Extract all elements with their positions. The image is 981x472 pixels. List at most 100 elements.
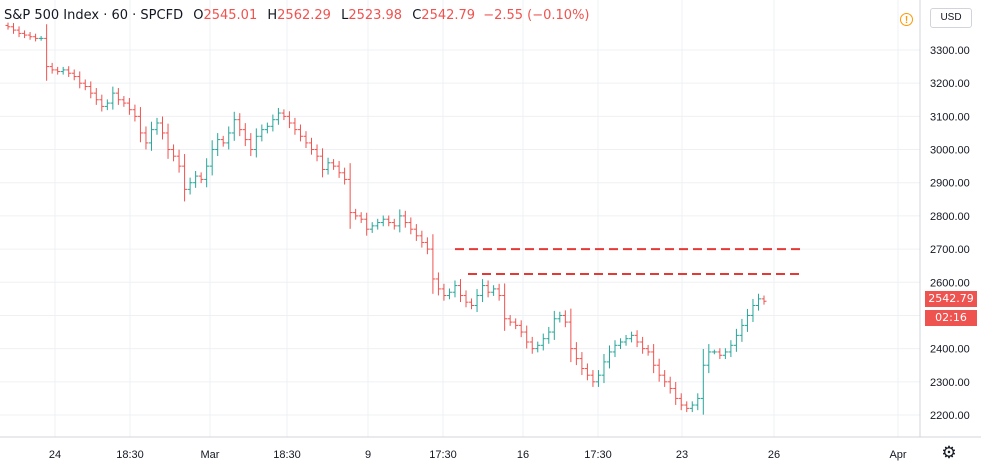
ohlc-bar bbox=[121, 96, 127, 107]
ohlc-bar bbox=[419, 230, 425, 248]
ohlc-bar bbox=[634, 330, 640, 348]
ohlc-bar bbox=[99, 94, 105, 112]
ohlc-bar bbox=[66, 66, 72, 77]
ohlc-bar bbox=[353, 208, 359, 220]
x-tick-label: 16 bbox=[517, 449, 529, 461]
ohlc-bar bbox=[606, 345, 612, 369]
x-tick-label: 23 bbox=[676, 449, 688, 461]
ohlc-bar bbox=[33, 33, 39, 42]
y-tick-label: 2400.00 bbox=[930, 344, 970, 356]
currency-selector[interactable]: USD bbox=[930, 8, 972, 28]
ohlc-bar bbox=[618, 338, 624, 350]
ohlc-bar bbox=[700, 348, 706, 415]
ohlc-bar bbox=[424, 237, 430, 255]
ohlc-bar bbox=[209, 140, 215, 176]
ohlc-bar bbox=[546, 326, 552, 344]
ohlc-bar bbox=[496, 283, 502, 301]
gear-icon[interactable]: ⚙ bbox=[941, 443, 957, 462]
ohlc-bar bbox=[176, 149, 182, 173]
ohlc-bar bbox=[60, 66, 66, 75]
ohlc-bar bbox=[231, 111, 237, 141]
ohlc-bar bbox=[678, 393, 684, 411]
ohlc-bar bbox=[480, 279, 486, 303]
ohlc-bar bbox=[115, 88, 121, 105]
ohlc-bar bbox=[342, 167, 348, 185]
y-tick-label: 2300.00 bbox=[930, 377, 970, 389]
ohlc-bar bbox=[507, 315, 513, 326]
ohlc-bar bbox=[651, 344, 657, 374]
ohlc-bar bbox=[535, 341, 541, 353]
y-tick-label: 2700.00 bbox=[930, 244, 970, 256]
ohlc-bar bbox=[706, 344, 712, 374]
ohlc-bar bbox=[557, 311, 563, 323]
ohlc-bar bbox=[220, 135, 226, 147]
ohlc-bar bbox=[204, 158, 210, 188]
ohlc-bar bbox=[77, 71, 83, 89]
ohlc-bar bbox=[590, 370, 596, 387]
ohlc-bar bbox=[215, 133, 221, 157]
ohlc-bar bbox=[568, 308, 574, 363]
ohlc-bar bbox=[281, 109, 287, 121]
ohlc-bar bbox=[49, 62, 55, 74]
last-price-tag: 2542.79 bbox=[925, 291, 977, 307]
ohlc-bar bbox=[303, 131, 309, 149]
ohlc-bar bbox=[104, 99, 110, 111]
ohlc-bar bbox=[336, 161, 342, 178]
ohlc-bar bbox=[380, 215, 386, 227]
ohlc-bar bbox=[397, 209, 403, 233]
y-tick-label: 2800.00 bbox=[930, 211, 970, 223]
ohlc-bar bbox=[645, 344, 651, 356]
ohlc-bar bbox=[275, 107, 281, 125]
ohlc-bar bbox=[160, 116, 166, 140]
ohlc-bar bbox=[457, 279, 463, 303]
ohlc-bar bbox=[518, 320, 524, 338]
y-tick-label: 2600.00 bbox=[930, 277, 970, 289]
ohlc-bar bbox=[463, 290, 469, 308]
ohlc-bar bbox=[165, 123, 171, 159]
ohlc-bar bbox=[485, 280, 491, 298]
ohlc-bar bbox=[16, 26, 22, 38]
symbol-legend: S&P 500 Index · 60 · SPCFD O2545.01 H256… bbox=[4, 8, 590, 23]
ohlc-bar bbox=[513, 318, 519, 330]
low-value: 2523.98 bbox=[348, 8, 403, 23]
symbol-title[interactable]: S&P 500 Index · 60 · SPCFD bbox=[4, 8, 184, 23]
ohlc-bar bbox=[193, 170, 199, 188]
x-tick-label: 9 bbox=[365, 449, 371, 461]
price-axis[interactable]: 2200.002300.002400.002500.002600.002700.… bbox=[930, 45, 970, 422]
ohlc-bar bbox=[358, 212, 364, 223]
ohlc-bar bbox=[286, 111, 292, 129]
ohlc-bar bbox=[695, 393, 701, 411]
ohlc-bar bbox=[126, 97, 132, 115]
ohlc-bar bbox=[369, 222, 375, 233]
ohlc-bar bbox=[182, 154, 188, 202]
ohlc-bar bbox=[728, 340, 734, 358]
ohlc-bar bbox=[491, 285, 497, 296]
ohlc-bar bbox=[171, 144, 177, 162]
ohlc-bar bbox=[237, 113, 243, 137]
change-value: −2.55 (−0.10%) bbox=[483, 8, 590, 23]
ohlc-bar bbox=[248, 133, 254, 157]
ohlc-bar bbox=[761, 295, 767, 305]
x-tick-label: Mar bbox=[201, 449, 220, 461]
ohlc-bar bbox=[259, 124, 265, 142]
ohlc-bar bbox=[529, 336, 535, 354]
x-tick-label: 18:30 bbox=[273, 449, 301, 461]
horizontal-levels bbox=[455, 248, 800, 275]
warning-icon[interactable]: ! bbox=[900, 13, 913, 26]
ohlc-bar bbox=[562, 310, 568, 328]
ohlc-bar bbox=[297, 124, 303, 142]
ohlc-bar bbox=[309, 137, 315, 155]
countdown-tag: 02:16 bbox=[925, 310, 977, 326]
ohlc-bar bbox=[474, 289, 480, 313]
ohlc-bar bbox=[662, 370, 668, 387]
ohlc-bar bbox=[717, 348, 723, 359]
ohlc-bar bbox=[750, 298, 756, 322]
ohlc-bar bbox=[667, 376, 673, 394]
high-value: 2562.29 bbox=[277, 8, 331, 23]
time-axis[interactable]: 24 18:30 Mar 18:30 9 17:30 16 17:30 23 26 Apr bbox=[49, 449, 907, 461]
x-tick-label: 26 bbox=[768, 449, 780, 461]
ohlc-bar bbox=[22, 30, 28, 39]
ohlc-bar bbox=[187, 177, 193, 195]
